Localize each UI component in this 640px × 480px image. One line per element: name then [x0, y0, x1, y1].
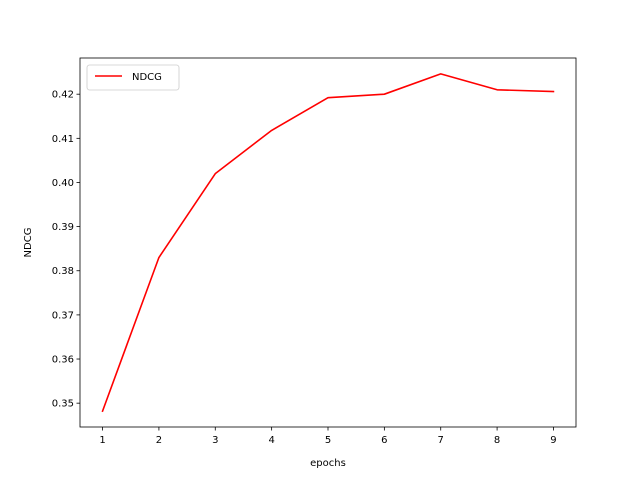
y-tick-label: 0.42 [52, 90, 74, 101]
y-ticks: 0.35 0.36 0.37 0.38 0.39 0.40 0.41 0.42 [52, 90, 80, 410]
x-tick-label: 2 [156, 435, 162, 446]
x-tick-label: 8 [494, 435, 500, 446]
series-line-ndcg [101, 73, 555, 413]
legend-label-ndcg: NDCG [132, 72, 162, 83]
plot-area [80, 58, 576, 427]
y-axis-label: NDCG [23, 228, 34, 258]
y-tick-label: 0.38 [52, 266, 74, 277]
x-tick-label: 9 [550, 435, 556, 446]
y-tick-label: 0.37 [52, 310, 74, 321]
legend-box [86, 64, 180, 91]
x-tick-label: 6 [381, 435, 387, 446]
y-tick-label: 0.35 [52, 399, 74, 410]
legend: NDCG [86, 64, 180, 91]
series-lines [101, 73, 555, 413]
x-tick-label: 1 [99, 435, 105, 446]
x-tick-label: 7 [438, 435, 444, 446]
x-axis-label: epochs [310, 458, 346, 469]
x-ticks: 1 2 3 4 5 6 7 8 9 [99, 427, 557, 446]
plot-frame [79, 57, 577, 428]
x-tick-label: 3 [212, 435, 218, 446]
x-tick-label: 4 [268, 435, 274, 446]
y-tick-label: 0.40 [52, 178, 74, 189]
y-tick-label: 0.39 [52, 222, 74, 233]
y-tick-label: 0.41 [52, 134, 74, 145]
y-tick-label: 0.36 [52, 355, 74, 366]
x-tick-label: 5 [325, 435, 331, 446]
